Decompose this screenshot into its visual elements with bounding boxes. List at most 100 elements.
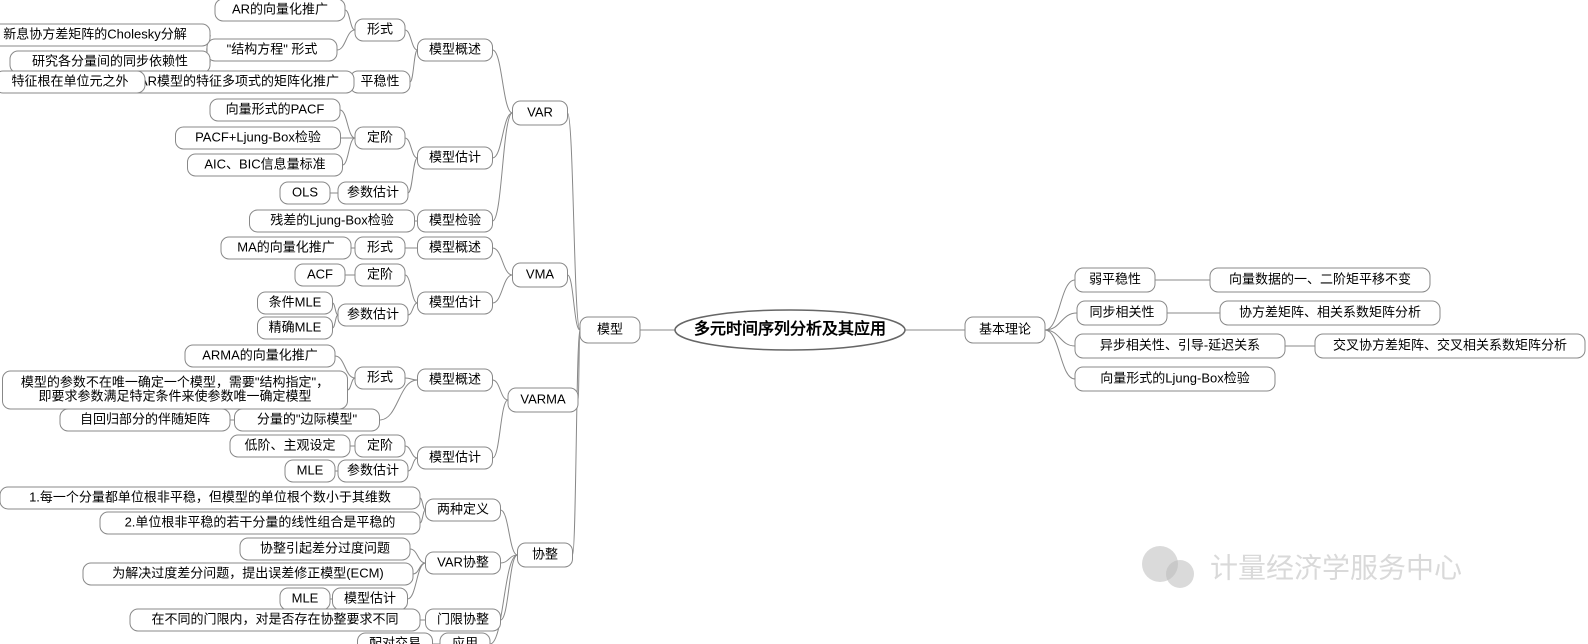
node-label: 模型估计 xyxy=(429,294,481,309)
node-label: 即要求参数满足特定条件来使参数唯一确定模型 xyxy=(38,388,311,403)
node-var-est-o2: PACF+Ljung-Box检验 xyxy=(176,127,341,149)
node-var-ov-f: 形式 xyxy=(355,19,405,41)
node-varma: VARMA xyxy=(508,388,578,412)
node-label: PACF+Ljung-Box检验 xyxy=(195,129,321,144)
node-var-est: 模型估计 xyxy=(418,147,493,169)
node-var-ov-f1: AR的向量化推广 xyxy=(215,0,345,21)
node-label: 1.每一个分量都单位根非平稳，但模型的单位根个数小于其维数 xyxy=(29,489,391,504)
node-label: 应用 xyxy=(452,635,478,644)
node-coint-def1: 1.每一个分量都单位根非平稳，但模型的单位根个数小于其维数 xyxy=(0,487,420,509)
node-label: 形式 xyxy=(367,21,393,36)
node-label: 两种定义 xyxy=(437,501,489,516)
node-var: VAR xyxy=(513,101,568,125)
node-label: 定阶 xyxy=(367,437,393,452)
node-label: 为解决过度差分问题，提出误差修正模型(ECM) xyxy=(112,565,384,580)
node-varma-ov-f2: 模型的参数不在唯一确定一个模型，需要"结构指定"，即要求参数满足特定条件来使参数… xyxy=(3,371,348,409)
node-label: 低阶、主观设定 xyxy=(244,437,335,452)
node-label: 同步相关性 xyxy=(1089,304,1154,319)
node-label: 协方差矩阵、相关系数矩阵分析 xyxy=(1239,304,1421,319)
node-b2: 同步相关性 xyxy=(1077,301,1167,325)
node-label: 向量形式的PACF xyxy=(226,101,325,116)
node-var-est-p1: OLS xyxy=(280,182,330,204)
node-label: 模型检验 xyxy=(429,212,481,227)
node-label: 协整 xyxy=(532,546,558,561)
node-b4: 向量形式的Ljung-Box检验 xyxy=(1075,367,1275,391)
node-label: 模型概述 xyxy=(429,41,481,56)
node-vma-est-p2: 精确MLE xyxy=(258,317,333,339)
node-var-ov-f2a: 新息协方差矩阵的Cholesky分解 xyxy=(0,24,210,46)
node-label: VMA xyxy=(526,266,555,281)
node-label: 门限协整 xyxy=(437,611,489,626)
node-label: 形式 xyxy=(367,239,393,254)
node-var-est-o: 定阶 xyxy=(355,127,405,149)
node-vma: VMA xyxy=(513,263,568,287)
node-b3a: 交叉协方差矩阵、交叉相关系数矩阵分析 xyxy=(1315,334,1585,358)
node-coint-app: 应用 xyxy=(440,633,490,644)
node-label: 模型估计 xyxy=(429,449,481,464)
node-label: OLS xyxy=(292,184,318,199)
node-label: 形式 xyxy=(367,369,393,384)
node-coint-app1: 配对交易 xyxy=(358,633,433,644)
node-label: 向量形式的Ljung-Box检验 xyxy=(1100,370,1250,385)
node-label: 参数估计 xyxy=(347,306,399,321)
node-vma-est-o: 定阶 xyxy=(355,264,405,286)
node-model: 模型 xyxy=(580,317,640,343)
node-b1a: 向量数据的一、二阶矩平移不变 xyxy=(1210,268,1430,292)
node-coint-def: 两种定义 xyxy=(426,499,501,521)
node-label: MA的向量化推广 xyxy=(237,239,335,254)
node-label: MLE xyxy=(292,590,319,605)
node-label: 在不同的门限内，对是否存在协整要求不同 xyxy=(151,611,398,626)
node-var-chk1: 残差的Ljung-Box检验 xyxy=(250,210,415,232)
node-var-ov-s: 平稳性 xyxy=(350,71,410,93)
node-label: 平稳性 xyxy=(360,73,399,88)
node-coint-thr: 门限协整 xyxy=(426,609,501,631)
node-label: AR的向量化推广 xyxy=(232,1,328,16)
node-var-ov-s1: AR模型的特征多项式的矩阵化推广 xyxy=(124,71,354,93)
node-label: 分量的"边际模型" xyxy=(257,411,358,426)
node-coint-var3: 模型估计 xyxy=(333,588,408,610)
node-coint-var1: 协整引起差分过度问题 xyxy=(240,538,410,560)
node-varma-ov-f1: ARMA的向量化推广 xyxy=(185,345,335,367)
node-label: ACF xyxy=(307,266,333,281)
node-vma-est: 模型估计 xyxy=(418,292,493,314)
node-varma-ov-f: 形式 xyxy=(355,367,405,389)
node-label: ARMA的向量化推广 xyxy=(202,347,318,362)
node-label: 2.单位根非平稳的若干分量的线性组合是平稳的 xyxy=(125,514,396,529)
node-label: VARMA xyxy=(520,391,566,406)
watermark: 计量经济学服务中心 xyxy=(1142,546,1462,588)
node-label: 模型概述 xyxy=(429,371,481,386)
node-var-ov-f2: "结构方程" 形式 xyxy=(207,39,337,61)
node-label: AIC、BIC信息量标准 xyxy=(204,156,325,171)
node-label: 精确MLE xyxy=(269,319,322,334)
node-label: 自回归部分的伴随矩阵 xyxy=(80,411,210,426)
node-var-est-o1: 向量形式的PACF xyxy=(210,99,340,121)
node-varma-ov-m1: 自回归部分的伴随矩阵 xyxy=(60,409,230,431)
node-label: 残差的Ljung-Box检验 xyxy=(270,212,394,227)
node-varma-ov-m: 分量的"边际模型" xyxy=(235,409,380,431)
node-varma-ov: 模型概述 xyxy=(418,369,493,391)
node-label: 模型估计 xyxy=(344,590,396,605)
node-label: 交叉协方差矩阵、交叉相关系数矩阵分析 xyxy=(1333,337,1567,352)
node-coint-var: VAR协整 xyxy=(426,552,501,574)
node-label: 配对交易 xyxy=(369,635,421,644)
watermark-text: 计量经济学服务中心 xyxy=(1210,552,1462,583)
node-label: 定阶 xyxy=(367,129,393,144)
node-label: 模型的参数不在唯一确定一个模型，需要"结构指定"， xyxy=(21,374,329,389)
node-label: 定阶 xyxy=(367,266,393,281)
node-label: MLE xyxy=(297,462,324,477)
node-label: VAR xyxy=(527,104,553,119)
node-label: 参数估计 xyxy=(347,462,399,477)
node-label: 模型 xyxy=(597,321,623,336)
node-label: 向量数据的一、二阶矩平移不变 xyxy=(1229,271,1411,286)
node-b3: 异步相关性、引导-延迟关系 xyxy=(1075,334,1285,358)
node-coint-def2: 2.单位根非平稳的若干分量的线性组合是平稳的 xyxy=(100,512,420,534)
node-var-ov: 模型概述 xyxy=(418,39,493,61)
node-b1: 弱平稳性 xyxy=(1075,268,1155,292)
node-vma-ov-f1: MA的向量化推广 xyxy=(221,237,351,259)
node-varma-est-o1: 低阶、主观设定 xyxy=(230,435,350,457)
node-basic: 基本理论 xyxy=(965,317,1045,343)
node-label: 模型估计 xyxy=(429,149,481,164)
node-varma-est-p: 参数估计 xyxy=(338,460,408,482)
node-var-ov-s1a: 特征根在单位元之外 xyxy=(0,71,145,93)
node-coint-thr1: 在不同的门限内，对是否存在协整要求不同 xyxy=(130,609,420,631)
